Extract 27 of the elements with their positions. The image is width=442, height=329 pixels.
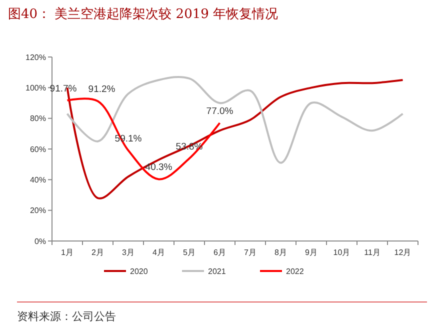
data-label: 40.3% — [145, 162, 173, 174]
data-label: 91.2% — [88, 84, 116, 96]
x-tick-label: 5月 — [183, 248, 196, 257]
x-tick-label: 6月 — [214, 248, 226, 257]
x-tick-label: 8月 — [274, 248, 287, 257]
y-tick-label: 120% — [26, 52, 46, 62]
x-tick-label: 11月 — [364, 248, 380, 257]
legend-label: 2020 — [130, 266, 148, 276]
x-tick-label: 4月 — [152, 248, 165, 257]
x-tick-label: 9月 — [305, 248, 318, 257]
data-label: 77.0% — [206, 106, 234, 117]
x-tick-label: 1月 — [61, 248, 74, 257]
y-tick-label: 100% — [26, 83, 46, 92]
y-tick-label: 60% — [30, 144, 46, 154]
x-tick-label: 7月 — [244, 248, 256, 257]
y-tick-label: 40% — [30, 175, 46, 184]
legend-label: 2021 — [208, 266, 226, 276]
x-tick-label: 3月 — [122, 248, 134, 257]
chart-title: 图40： 美兰空港起降架次较 2019 年恢复情况 — [8, 6, 278, 22]
x-tick-label: 10月 — [333, 248, 350, 257]
legend-label: 2022 — [286, 266, 304, 276]
y-tick-label: 20% — [30, 206, 46, 216]
y-tick-label: 80% — [30, 114, 46, 124]
y-tick-label: 0% — [34, 236, 46, 246]
text: 资料来源：公司公告 — [17, 310, 116, 323]
x-tick-label: 2月 — [92, 248, 104, 257]
x-tick-label: 12月 — [394, 248, 412, 257]
